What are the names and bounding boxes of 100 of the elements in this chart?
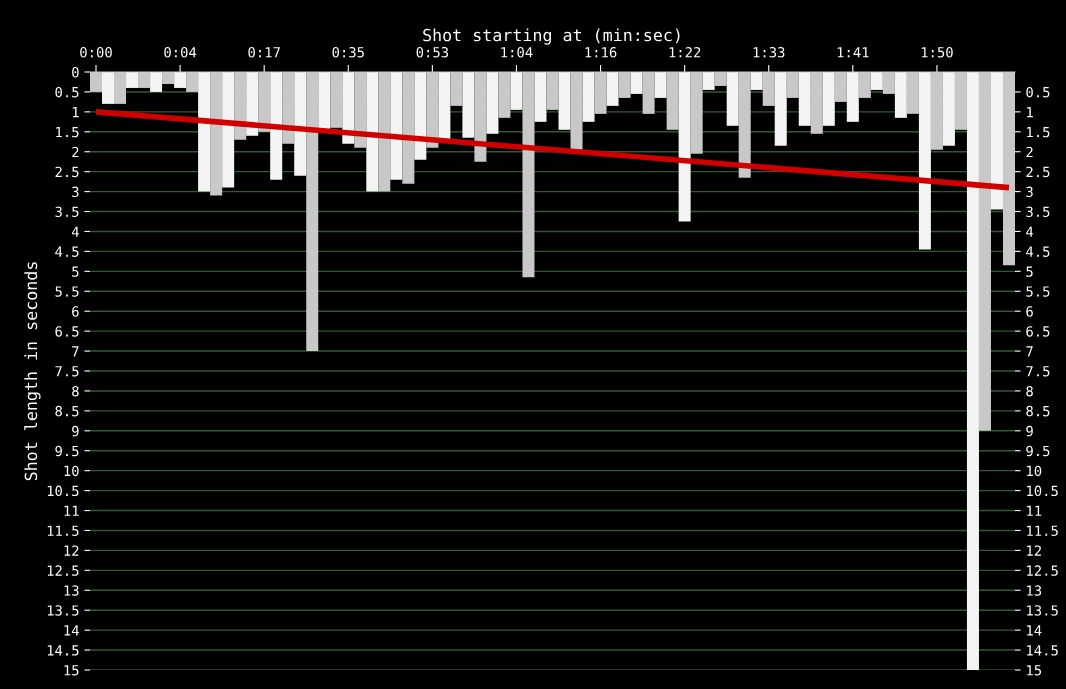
bar: [726, 72, 739, 126]
y-tick-label: 4.5: [55, 246, 79, 257]
y-tick-label: 0: [72, 67, 79, 78]
bar: [390, 72, 403, 180]
bar: [654, 72, 667, 98]
bar: [486, 72, 499, 134]
y2-tick-label: 0.5: [1026, 86, 1050, 98]
bar: [294, 72, 307, 176]
bar: [270, 72, 283, 180]
y2-tick-label: 3.5: [1026, 206, 1050, 218]
y2-tick-label: 2.5: [1026, 166, 1050, 178]
y2-tick-label: 8.5: [1026, 405, 1050, 417]
bar: [630, 72, 643, 94]
bar: [942, 72, 955, 146]
y2-tick-label: 12: [1027, 545, 1041, 556]
y-tick-label: 6.5: [55, 326, 79, 337]
y2-tick-label: 10: [1027, 465, 1042, 477]
y2-tick-label: 15: [1027, 665, 1042, 676]
y-tick-label: 5.5: [55, 286, 79, 297]
x-tick-label: 0:00: [80, 47, 112, 58]
bar: [990, 72, 1003, 210]
bar: [894, 72, 907, 118]
bar: [798, 72, 811, 126]
y-tick-label: 7: [72, 346, 79, 357]
x-tick-label: 0:17: [248, 47, 280, 58]
y2-tick-label: 11.5: [1027, 525, 1058, 536]
bar: [678, 72, 691, 222]
y-tick-label: 2.5: [55, 166, 79, 178]
y-tick-label: 7.5: [55, 366, 79, 377]
y2-tick-label: 14: [1027, 625, 1042, 636]
y-tick-label: 3: [72, 186, 79, 198]
y-tick-label: 2: [72, 146, 79, 158]
bar: [822, 72, 835, 126]
x-tick-label: 0:35: [332, 47, 364, 58]
y2-tick-label: 1: [1027, 107, 1033, 118]
y2-tick-label: 8: [1026, 385, 1033, 397]
y-tick-label: 15: [64, 665, 79, 676]
x-tick-label: 1:04: [501, 47, 533, 58]
x-tick-label: 0:53: [416, 47, 449, 58]
y-tick-label: 11: [64, 505, 79, 516]
y2-tick-label: 9.5: [1026, 445, 1050, 457]
y2-tick-label: 10.5: [1027, 485, 1058, 497]
y-tick-label: 6: [72, 306, 79, 317]
y2-tick-label: 13: [1027, 585, 1042, 596]
y-axis-title: Shot length in seconds: [24, 262, 41, 481]
y2-tick-label: 5: [1026, 266, 1033, 277]
y2-tick-label: 1.5: [1027, 126, 1050, 138]
x-tick-label: 1:22: [669, 47, 701, 58]
y2-tick-label: 12.5: [1027, 565, 1058, 576]
y-tick-label: 10: [64, 465, 79, 477]
y2-tick-label: 2: [1026, 146, 1033, 158]
y2-tick-label: 4: [1026, 226, 1034, 237]
y-tick-label: 3.5: [55, 206, 79, 218]
bar: [462, 72, 475, 138]
y-tick-label: 1.5: [56, 126, 79, 138]
bar: [246, 72, 259, 136]
y2-tick-label: 14.5: [1027, 645, 1058, 656]
x-tick-label: 0:04: [164, 47, 197, 58]
bar: [774, 72, 787, 146]
y-tick-label: 10.5: [47, 485, 79, 497]
y-tick-label: 1: [72, 107, 79, 118]
y2-tick-label: 6.5: [1026, 326, 1050, 337]
y-tick-label: 8.5: [55, 405, 79, 417]
bar: [606, 72, 619, 106]
bar: [582, 72, 595, 122]
y2-tick-label: 7.5: [1026, 366, 1050, 377]
y2-tick-label: 3: [1026, 186, 1033, 198]
y-tick-label: 13: [64, 585, 79, 596]
bar: [918, 72, 931, 250]
y2-tick-label: 7: [1026, 346, 1033, 357]
y-tick-label: 14.5: [47, 645, 79, 656]
x-tick-label: 1:41: [837, 47, 869, 58]
bar: [414, 72, 427, 160]
bar: [870, 72, 883, 90]
x-axis-title: Shot starting at (min:sec): [423, 28, 680, 45]
y2-tick-label: 11: [1027, 505, 1042, 516]
x-tick-label: 1:50: [921, 47, 953, 58]
y2-tick-label: 4.5: [1026, 246, 1050, 257]
bar: [198, 72, 211, 192]
y-tick-label: 14: [64, 625, 79, 636]
bar: [438, 72, 451, 140]
bar: [966, 72, 979, 670]
x-tick-label: 1:33: [753, 47, 785, 58]
y-tick-label: 9: [72, 425, 79, 437]
y-tick-label: 8: [72, 385, 79, 397]
y2-tick-label: 13.5: [1027, 605, 1058, 616]
bar: [342, 72, 355, 144]
bar: [222, 72, 235, 188]
y-tick-label: 12: [64, 545, 79, 556]
y-tick-label: 13.5: [47, 605, 79, 616]
bar: [366, 72, 379, 192]
y2-tick-label: 5.5: [1026, 286, 1050, 297]
y-tick-label: 0.5: [55, 86, 79, 98]
bar: [150, 72, 163, 92]
y2-tick-label: 6: [1026, 306, 1033, 317]
bar: [702, 72, 715, 90]
bar: [846, 72, 859, 122]
y-tick-label: 11.5: [47, 525, 79, 536]
y-tick-label: 12.5: [47, 565, 79, 576]
y-tick-label: 4: [71, 226, 79, 237]
